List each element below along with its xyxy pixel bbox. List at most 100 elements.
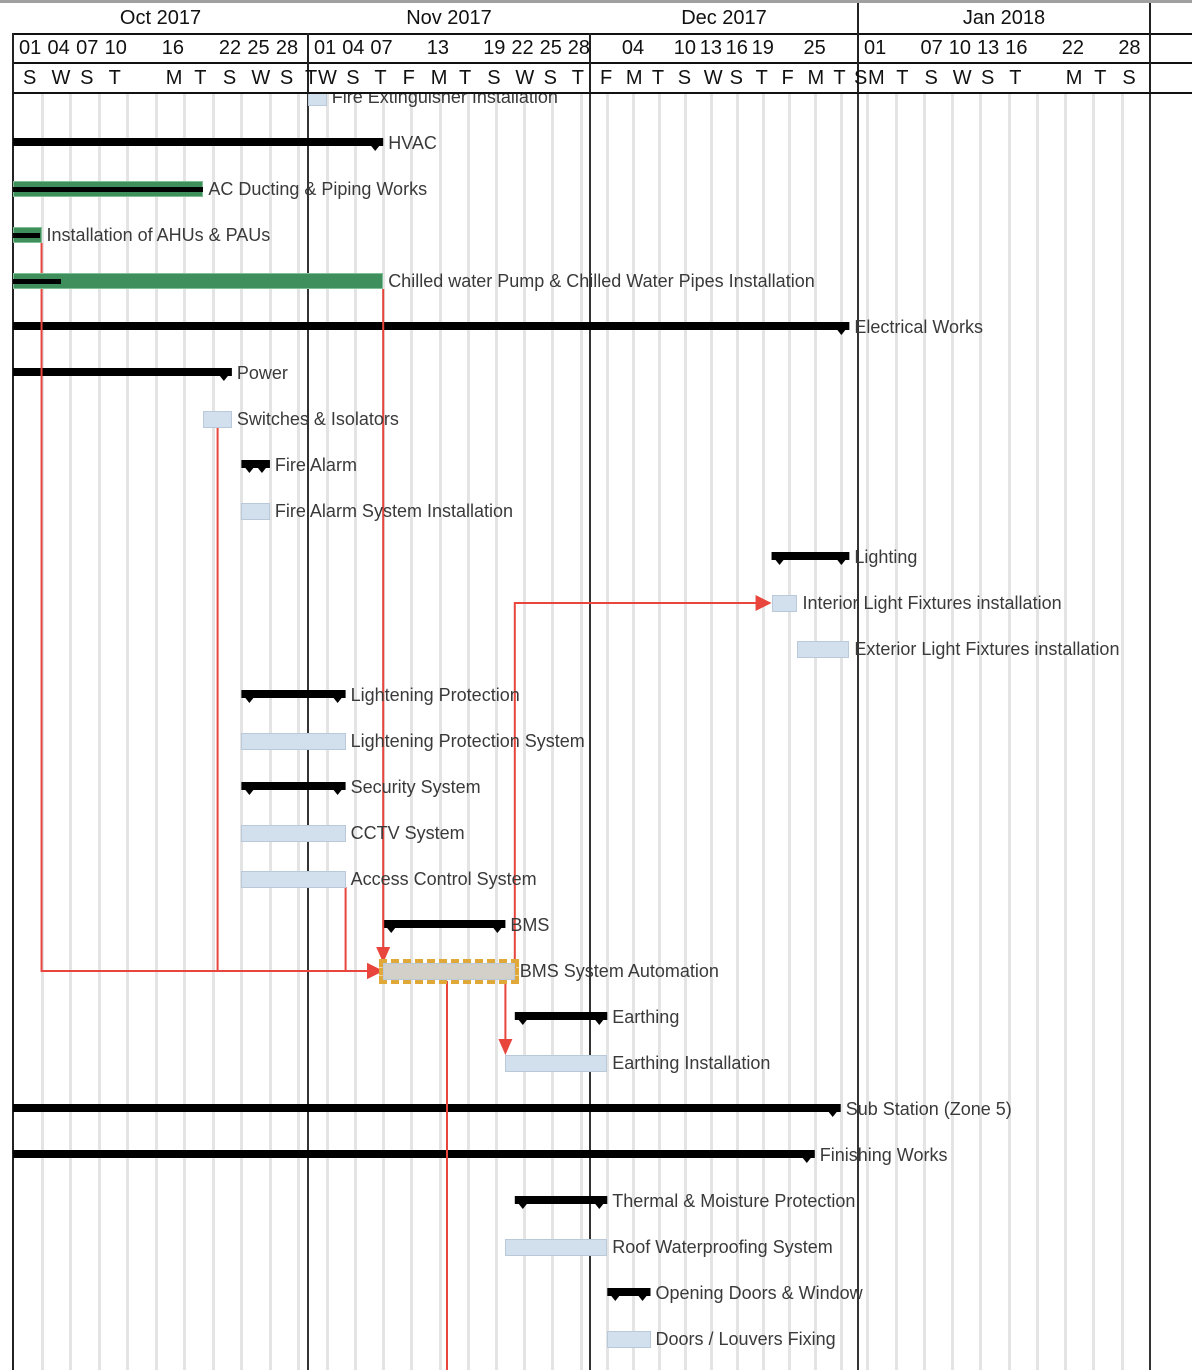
month-divider <box>857 33 859 93</box>
weekday-label: S <box>924 67 938 89</box>
gridline <box>658 93 662 1370</box>
task-bar-earthing-installation[interactable] <box>505 1055 608 1072</box>
day-number-label: 04 <box>621 37 645 59</box>
day-number-label: 01 <box>864 37 887 59</box>
gantt-chart-area[interactable]: Fire Extinguisher Installation HVAC AC Duc… <box>0 93 1192 1370</box>
day-number-label: 25 <box>803 37 826 59</box>
month-label: Oct 2017 <box>119 7 202 29</box>
weekday-label: T <box>571 67 585 89</box>
day-number-label: 10 <box>104 37 127 59</box>
weekday-label: T <box>374 67 387 89</box>
header-divider <box>13 62 1192 64</box>
task-bar-roof-waterproofing-system[interactable] <box>505 1239 608 1256</box>
gridline <box>866 93 870 1370</box>
gridline <box>551 93 555 1370</box>
dependency-link <box>40 243 384 979</box>
task-bar-bms-system-automation[interactable] <box>379 959 519 984</box>
dependency-arrowhead <box>755 595 772 611</box>
day-number-label: 04 <box>47 37 70 59</box>
gridline <box>126 93 130 1370</box>
summary-bar-power <box>13 368 232 381</box>
dependency-link <box>498 979 513 1055</box>
gridline <box>97 93 101 1370</box>
summary-bar-fire-alarm <box>241 460 270 473</box>
dependency-line <box>344 887 370 972</box>
month-divider <box>1149 3 1151 93</box>
day-number-label: 28 <box>567 37 591 59</box>
day-number-label: 10 <box>948 37 972 59</box>
month-divider <box>857 3 859 33</box>
day-number-label: 10 <box>673 37 697 59</box>
summary-bar-body <box>771 552 850 560</box>
gridline <box>268 93 272 1370</box>
task-bar-interior-light-fixtures-installation[interactable] <box>771 595 798 612</box>
weekday-label: S <box>1122 67 1136 89</box>
day-number-label: 22 <box>1061 37 1085 59</box>
weekday-label: T <box>1094 67 1107 89</box>
gridline <box>325 93 329 1370</box>
task-bar-fire-extinguisher-installation[interactable] <box>308 93 327 106</box>
weekday-label: M <box>807 67 825 89</box>
summary-end-marker <box>215 371 232 381</box>
task-label: Electrical Works <box>854 317 984 337</box>
day-number-label: 22 <box>511 37 534 59</box>
task-label: Access Control System <box>350 869 537 889</box>
summary-bar-body <box>514 1012 608 1020</box>
weekday-label: W <box>251 67 271 89</box>
month-gridline <box>307 93 309 1370</box>
dependency-link <box>513 595 772 971</box>
summary-bar-body <box>241 690 346 698</box>
gridline <box>69 93 73 1370</box>
gridline <box>839 93 843 1370</box>
task-bar-lightening-protection-system[interactable] <box>241 733 346 750</box>
summary-start-marker <box>514 1199 531 1209</box>
summary-start-marker <box>241 693 258 703</box>
weekday-label: S <box>346 67 360 89</box>
weekday-label: S <box>23 67 37 89</box>
task-bar-fire-alarm-system-installation[interactable] <box>241 503 270 520</box>
month-label: Jan 2018 <box>962 7 1046 29</box>
task-label: Roof Waterproofing System <box>612 1237 833 1257</box>
weekday-label: M <box>868 67 885 89</box>
progress-indicator <box>13 187 204 192</box>
task-label: CCTV System <box>350 823 465 843</box>
month-label: Nov 2017 <box>406 7 492 29</box>
task-bar-switches-isolators[interactable] <box>203 411 232 428</box>
day-number-label: 16 <box>1005 37 1028 59</box>
task-bar-access-control-system[interactable] <box>241 871 346 888</box>
progress-indicator <box>13 233 41 238</box>
summary-bar-body <box>514 1196 608 1204</box>
day-number-label: 07 <box>920 37 943 59</box>
weekday-label: T <box>833 67 846 89</box>
summary-bar-body <box>13 138 384 146</box>
weekday-label: T <box>305 67 318 89</box>
weekday-label: T <box>108 67 121 89</box>
gridline <box>632 93 636 1370</box>
month-gridline <box>1149 93 1151 1370</box>
weekday-label: S <box>543 67 557 89</box>
weekday-label: S <box>279 67 294 89</box>
weekday-label: S <box>80 67 94 89</box>
weekday-label: W <box>51 67 71 89</box>
dependency-arrowhead <box>367 963 384 979</box>
weekday-label: W <box>952 67 972 89</box>
dependency-arrowhead <box>498 1039 513 1055</box>
day-number-label: 28 <box>1118 37 1141 59</box>
dependency-link <box>376 289 391 963</box>
gridline <box>579 93 583 1370</box>
weekday-label: T <box>1009 67 1022 89</box>
header-left-border <box>12 33 14 93</box>
summary-bar-body <box>13 368 232 376</box>
task-label: Power <box>236 363 288 383</box>
task-label: Opening Doors & Window <box>655 1283 863 1303</box>
task-bar-cctv-system[interactable] <box>241 825 346 842</box>
task-bar-exterior-light-fixtures-installation[interactable] <box>797 641 850 658</box>
summary-bar-electrical-works <box>13 322 850 335</box>
day-number-label: 22 <box>218 37 242 59</box>
month-gridline <box>857 93 859 1370</box>
gridline <box>1092 93 1096 1370</box>
summary-bar-bms <box>383 920 506 933</box>
task-bar-doors-louvers-fixing[interactable] <box>607 1331 651 1348</box>
task-bar-chilled-water-pump-chilled-water-pipes-installation[interactable] <box>13 273 384 289</box>
day-number-label: 07 <box>370 37 393 59</box>
